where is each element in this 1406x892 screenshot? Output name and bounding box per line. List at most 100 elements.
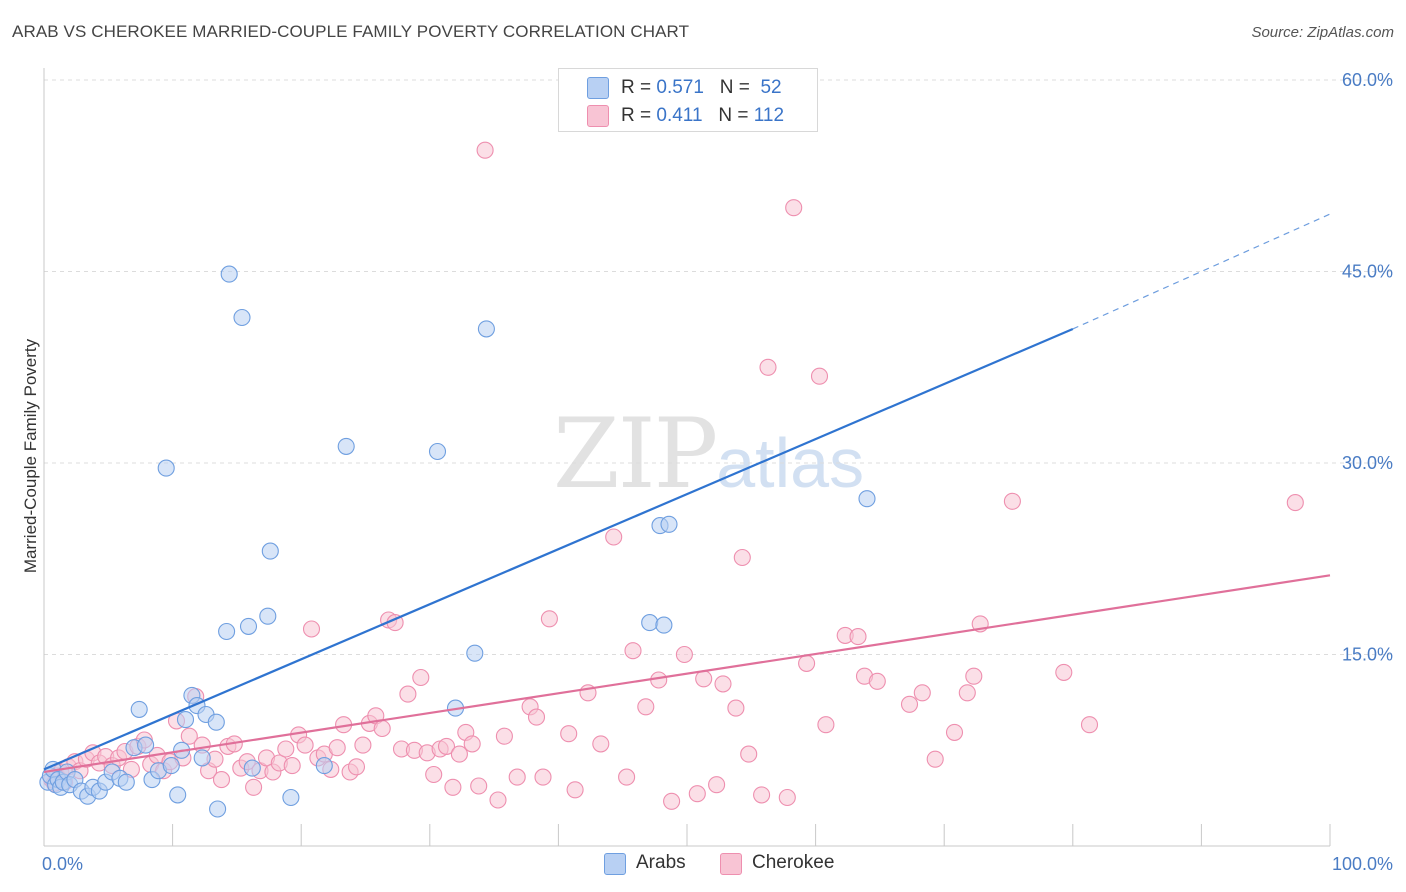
data-point-cherokee [778,788,796,807]
data-point-cherokee [958,684,976,702]
data-point-cherokee [302,620,321,638]
data-point-cherokee [489,791,507,809]
data-point-cherokee [618,768,636,786]
y-tick-label: 45.0% [1342,262,1393,282]
trend-layer [43,213,1331,774]
bottom-legend-label-cherokee: Cherokee [752,852,835,873]
data-point-arabs [218,622,236,641]
legend-n-label: N = [718,105,749,126]
data-point-cherokee [624,642,642,660]
data-point-arabs [137,736,155,754]
data-point-cherokee [650,671,668,689]
data-point-cherokee [1055,663,1073,681]
data-point-cherokee [560,725,578,743]
data-point-arabs [641,614,659,632]
legend-r-value-arabs: 0.571 [656,77,704,98]
data-point-cherokee [605,528,623,546]
data-point-cherokee [798,654,816,672]
data-point-arabs [282,788,300,807]
data-point-arabs [157,459,175,477]
data-point-arabs [858,490,876,508]
data-point-arabs [655,616,673,634]
data-point-cherokee [450,745,468,763]
bottom-legend-swatch-arabs [604,853,626,875]
legend-r-value-cherokee: 0.411 [656,105,703,126]
data-point-cherokee [900,695,919,713]
data-point-arabs [243,759,261,777]
data-point-cherokee [399,685,417,703]
data-point-cherokee [663,792,681,810]
data-point-cherokee [637,698,655,716]
data-point-cherokee [373,719,391,738]
data-point-cherokee [849,628,867,646]
data-point-cherokee [695,670,713,688]
data-point-cherokee [753,786,771,804]
data-point-cherokee [592,735,610,753]
data-point-cherokee [470,777,488,795]
data-point-cherokee [180,727,198,745]
legend-n-label: N = [719,77,750,98]
legend-text-cherokee: R = 0.411 N = 112 [621,105,784,127]
data-point-cherokee [566,781,584,799]
data-point-arabs [207,713,225,731]
data-point-cherokee [785,199,803,217]
data-point-arabs [261,542,279,560]
data-point-cherokee [508,768,526,786]
data-point-cherokee [277,740,295,758]
data-point-cherokee [1286,494,1304,512]
data-point-arabs [117,773,135,791]
legend-n-value-cherokee: 112 [753,105,785,126]
data-point-cherokee [328,739,346,757]
trend-line-cherokee [43,574,1331,774]
legend-swatch-cherokee [587,105,609,127]
legend-swatch-arabs [587,77,609,99]
data-point-arabs [220,265,238,283]
trend-line-arabs-extension [1072,213,1331,330]
data-point-arabs [209,800,227,818]
y-tick-label: 30.0% [1342,453,1393,473]
data-point-arabs [428,442,447,461]
data-point-cherokee [444,778,462,796]
data-point-cherokee [425,765,443,784]
data-point-cherokee [347,758,366,776]
data-point-arabs [466,644,484,662]
data-point-cherokee [245,778,263,796]
data-point-cherokee [463,735,481,753]
data-point-cherokee [527,708,546,726]
data-point-cherokee [817,716,835,734]
data-point-arabs [239,617,258,635]
data-point-arabs [176,711,195,729]
data-point-arabs [259,607,277,625]
source-label: Source: ZipAtlas.com [1251,24,1394,41]
data-point-cherokee [534,768,552,786]
data-point-cherokee [727,699,745,717]
data-point-arabs [337,437,355,455]
data-point-cherokee [926,750,944,768]
trend-line-arabs [43,327,1074,771]
data-point-cherokee [1003,492,1021,510]
data-point-cherokee [868,672,886,690]
data-point-cherokee [1080,716,1099,734]
data-point-cherokee [945,723,964,741]
legend-text-arabs: R = 0.571 N = 52 [621,77,782,99]
data-point-cherokee [283,757,301,775]
grid-layer [44,79,1395,655]
data-point-cherokee [675,645,693,664]
axis-layer [43,68,1331,847]
data-point-arabs [193,749,211,767]
data-point-arabs [477,320,495,338]
data-point-cherokee [476,141,494,159]
x-tick-label: 100.0% [1332,854,1393,874]
bottom-legend-label-arabs: Arabs [636,852,686,873]
bottom-legend-swatch-cherokee [720,853,742,875]
legend-n-value-arabs: 52 [760,77,782,98]
data-point-arabs [660,515,678,533]
data-point-cherokee [354,736,372,754]
data-point-cherokee [437,737,456,755]
data-point-cherokee [708,776,726,794]
data-point-arabs [162,757,180,775]
data-point-arabs [233,308,251,327]
y-tick-label: 60.0% [1342,70,1393,90]
data-point-cherokee [759,358,777,376]
